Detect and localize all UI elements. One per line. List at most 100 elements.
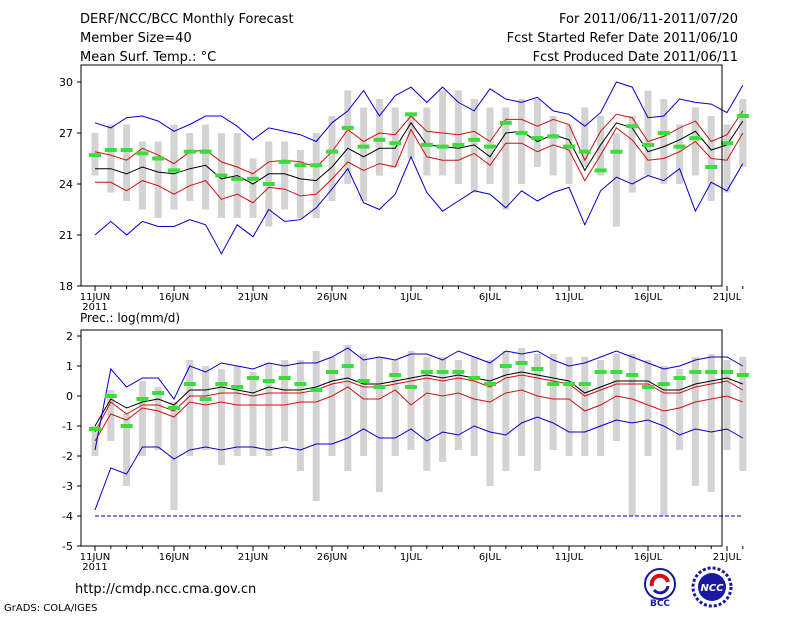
bcc-logo-text: BCC <box>650 599 670 608</box>
temp-line-lower_blue <box>94 155 744 255</box>
prec-ensemble-marker <box>247 376 259 380</box>
prec-range-bar <box>597 360 605 456</box>
prec-range-bar <box>676 369 684 450</box>
temp-ensemble-marker <box>452 142 465 147</box>
prec-ensemble-marker <box>705 370 718 374</box>
prec-line-lower_blue <box>94 416 744 511</box>
temp-range-bar <box>423 107 431 176</box>
temp-range-bar <box>549 116 557 176</box>
temp-ensemble-marker <box>357 144 370 149</box>
prec-line-upper_blue <box>94 347 744 451</box>
temp-range-bar <box>170 124 178 210</box>
prec-ensemble-marker <box>484 382 496 386</box>
temp-line-lower_red <box>95 127 744 204</box>
temp-range-bar <box>123 124 131 201</box>
temp-ensemble-marker <box>215 173 228 178</box>
source-url[interactable]: http://cmdp.ncc.cma.gov.cn <box>75 582 257 597</box>
prec-ytick-label: -5 <box>62 540 73 553</box>
temp-ensemble-marker <box>183 149 196 154</box>
temp-ensemble-marker <box>484 144 496 149</box>
temp-ensemble-marker <box>389 141 402 146</box>
prec-ensemble-marker <box>689 370 702 374</box>
prec-ytick-label: -3 <box>62 480 73 493</box>
prec-ensemble-marker <box>499 364 512 368</box>
variable-label-temp: Mean Surf. Temp.: °C <box>80 50 217 65</box>
temp-range-bar <box>660 99 668 184</box>
prec-range-bar <box>739 357 747 471</box>
temp-range-bar <box>533 99 541 167</box>
temp-range-bar <box>312 133 320 218</box>
prec-ensemble-marker <box>420 370 433 374</box>
prec-ensemble-marker <box>657 382 670 386</box>
temp-ensemble-marker <box>278 159 291 164</box>
temp-range-bar <box>375 99 383 176</box>
temp-ensemble-marker <box>531 136 544 141</box>
prec-range-bar <box>549 354 557 450</box>
prec-range-bar <box>375 357 383 492</box>
produced-date: Fcst Produced Date 2011/06/11 <box>532 50 738 65</box>
temp-range-bar <box>360 107 368 201</box>
temp-range-bar <box>644 90 652 176</box>
temp-range-bar <box>186 133 194 201</box>
prec-xtick-label: 26JUN <box>317 552 347 563</box>
prec-range-bar <box>202 366 210 450</box>
prec-line-upper_red <box>94 374 744 433</box>
temp-range-bar <box>581 107 589 167</box>
prec-range-bar <box>518 348 526 456</box>
temp-frame <box>80 64 723 287</box>
prec-ensemble-marker <box>405 385 417 389</box>
prec-ensemble-marker <box>468 376 481 380</box>
temp-ensemble-marker <box>89 153 101 158</box>
prec-xtick-year: 2011 <box>82 562 107 573</box>
temp-range-bar <box>470 99 478 193</box>
temp-ensemble-marker <box>231 176 244 181</box>
prec-range-bar <box>707 354 715 492</box>
prec-xtick-label: 11JUN <box>80 552 110 563</box>
prec-panel-title: Prec.: log(mm/d) <box>80 311 180 325</box>
temp-ensemble-marker <box>120 148 133 152</box>
ncc-logo: NCC <box>691 566 733 608</box>
prec-ensemble-marker <box>594 370 607 374</box>
temp-ensemble-marker <box>341 125 354 130</box>
prec-ensemble-marker <box>136 397 149 401</box>
temp-range-bar <box>296 150 304 218</box>
prec-ensemble-marker <box>610 370 623 374</box>
prec-ensemble-marker <box>515 361 528 365</box>
prec-range-bar <box>328 357 336 456</box>
temp-line-mean <box>95 120 744 185</box>
temp-range-bar <box>723 124 731 193</box>
ncc-logo-text: NCC <box>700 583 724 594</box>
prec-range-bar <box>233 366 241 456</box>
prec-range-bar <box>486 360 494 486</box>
prec-range-bar <box>107 390 115 441</box>
grads-credit: GrADS: COLA/IGES <box>4 603 98 614</box>
prec-ytick-label: -2 <box>62 450 73 463</box>
prec-ytick-label: 0 <box>66 390 73 403</box>
temp-range-bar <box>344 90 352 184</box>
temp-ytick-label: 18 <box>59 280 73 293</box>
temp-range-bar <box>281 141 289 210</box>
temp-range-bar <box>249 158 257 218</box>
prec-range-bar <box>533 354 541 471</box>
prec-range-bar <box>723 360 731 450</box>
temp-ensemble-marker <box>136 151 149 156</box>
prec-ensemble-marker <box>563 382 575 386</box>
prec-range-bar <box>423 357 431 471</box>
prec-range-bar <box>644 360 652 456</box>
temp-range-bar <box>502 107 510 210</box>
prec-range-bar <box>123 414 131 486</box>
temp-xtick-label: 11JUN <box>80 292 110 303</box>
prec-ensemble-marker <box>120 424 133 428</box>
temp-range-bar <box>202 124 210 210</box>
prec-ytick-label: -1 <box>62 420 73 433</box>
prec-range-bar <box>391 360 399 456</box>
prec-xtick-label: 11JUL <box>555 552 584 563</box>
prec-xtick-label: 21JUN <box>238 552 268 563</box>
temp-panel: 18 21 24 27 30 11JUN 16JUN 21JUN 26JUN 1JUL 6JUL 11… <box>59 64 749 313</box>
prec-ensemble-marker <box>104 394 117 398</box>
prec-ensemble-marker <box>310 388 323 392</box>
prec-range-bar <box>170 402 178 510</box>
temp-ytick-label: 30 <box>59 76 73 89</box>
temp-range-bar <box>107 124 115 193</box>
